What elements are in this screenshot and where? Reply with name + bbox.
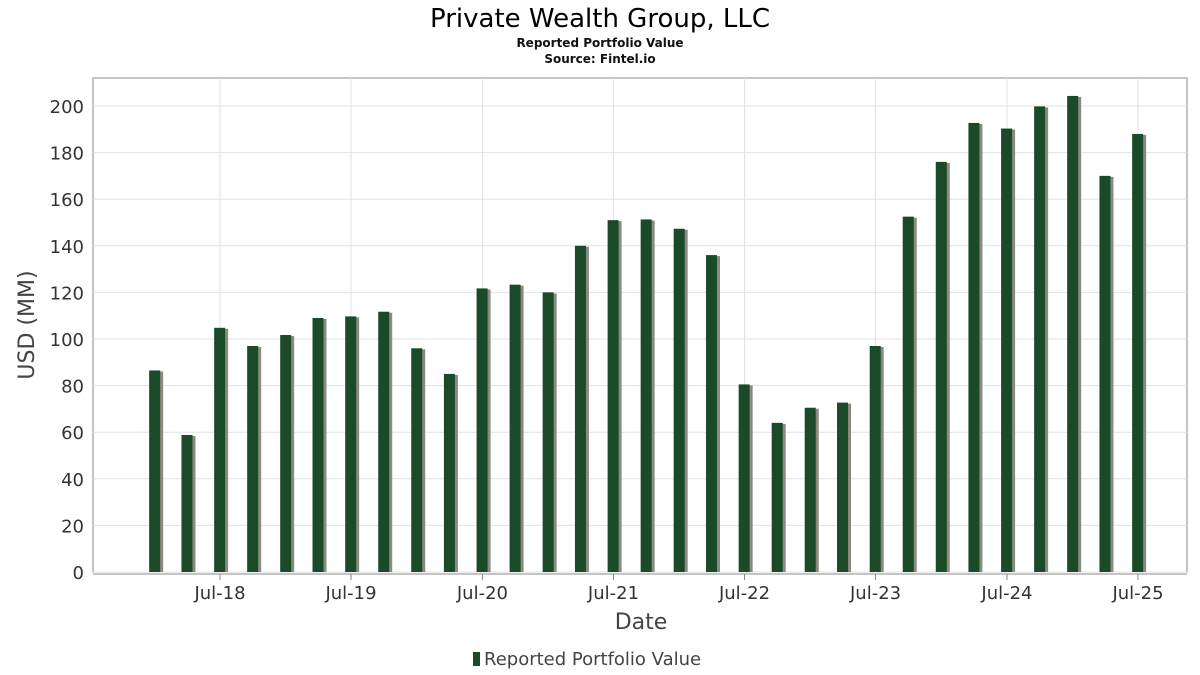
y-tick-label: 120 <box>50 283 84 304</box>
chart-source: Source: Fintel.io <box>544 52 655 66</box>
legend-swatch <box>473 652 480 666</box>
chart-subtitle: Reported Portfolio Value <box>516 36 683 50</box>
x-axis-label: Date <box>615 610 668 635</box>
bar <box>1099 175 1111 572</box>
bar <box>247 345 259 572</box>
bar <box>1001 128 1013 572</box>
bar <box>837 402 849 572</box>
y-tick-label: 140 <box>50 237 84 258</box>
bar <box>673 228 685 572</box>
x-axis-ticks: Jul-18 Jul-19 Jul-20 Jul-21 Jul-22 Jul-23 Jul-… <box>193 574 1164 604</box>
bar <box>345 316 357 572</box>
y-tick-label: 100 <box>50 330 84 351</box>
bar <box>705 255 717 572</box>
x-tick-label: Jul-20 <box>456 583 508 604</box>
y-tick-label: 160 <box>50 190 84 211</box>
x-tick-label: Jul-22 <box>718 583 770 604</box>
bar <box>181 434 193 572</box>
bar <box>542 292 554 572</box>
y-tick-label: 40 <box>61 470 84 491</box>
bar <box>149 370 161 572</box>
x-tick-label: Jul-24 <box>980 583 1032 604</box>
x-tick-label: Jul-19 <box>324 583 376 604</box>
bar <box>1034 106 1046 573</box>
legend-label: Reported Portfolio Value <box>484 649 701 670</box>
y-tick-label: 180 <box>50 144 84 165</box>
bar <box>771 422 783 572</box>
bar <box>509 284 521 572</box>
bar <box>214 327 226 572</box>
bars <box>149 95 1147 573</box>
bar <box>1132 133 1144 572</box>
x-tick-label: Jul-23 <box>849 583 901 604</box>
bar <box>869 345 881 572</box>
x-tick-label: Jul-18 <box>193 583 245 604</box>
y-tick-label: 80 <box>61 377 84 398</box>
bar <box>968 122 980 572</box>
y-axis-label: USD (MM) <box>15 270 40 379</box>
x-tick-label: Jul-21 <box>587 583 639 604</box>
y-tick-label: 200 <box>50 97 84 118</box>
bar <box>738 384 750 572</box>
bar <box>1067 95 1079 573</box>
bar <box>312 318 324 572</box>
bar <box>378 311 390 572</box>
bar <box>411 348 423 572</box>
bar <box>443 373 455 572</box>
bar <box>607 220 619 572</box>
y-tick-label: 60 <box>61 423 84 444</box>
legend: Reported Portfolio Value <box>473 649 701 670</box>
y-axis-ticks: 0 20 40 60 80 100 120 140 160 180 200 <box>50 97 84 584</box>
y-tick-label: 0 <box>73 563 84 584</box>
x-tick-label: Jul-25 <box>1111 583 1163 604</box>
bar <box>574 245 586 572</box>
bar <box>902 216 914 572</box>
bar <box>476 288 488 572</box>
y-tick-label: 20 <box>61 516 84 537</box>
bar <box>640 219 652 573</box>
bar <box>280 335 292 572</box>
chart-title: Private Wealth Group, LLC <box>430 4 770 34</box>
bar <box>804 407 816 572</box>
bar <box>935 161 947 573</box>
